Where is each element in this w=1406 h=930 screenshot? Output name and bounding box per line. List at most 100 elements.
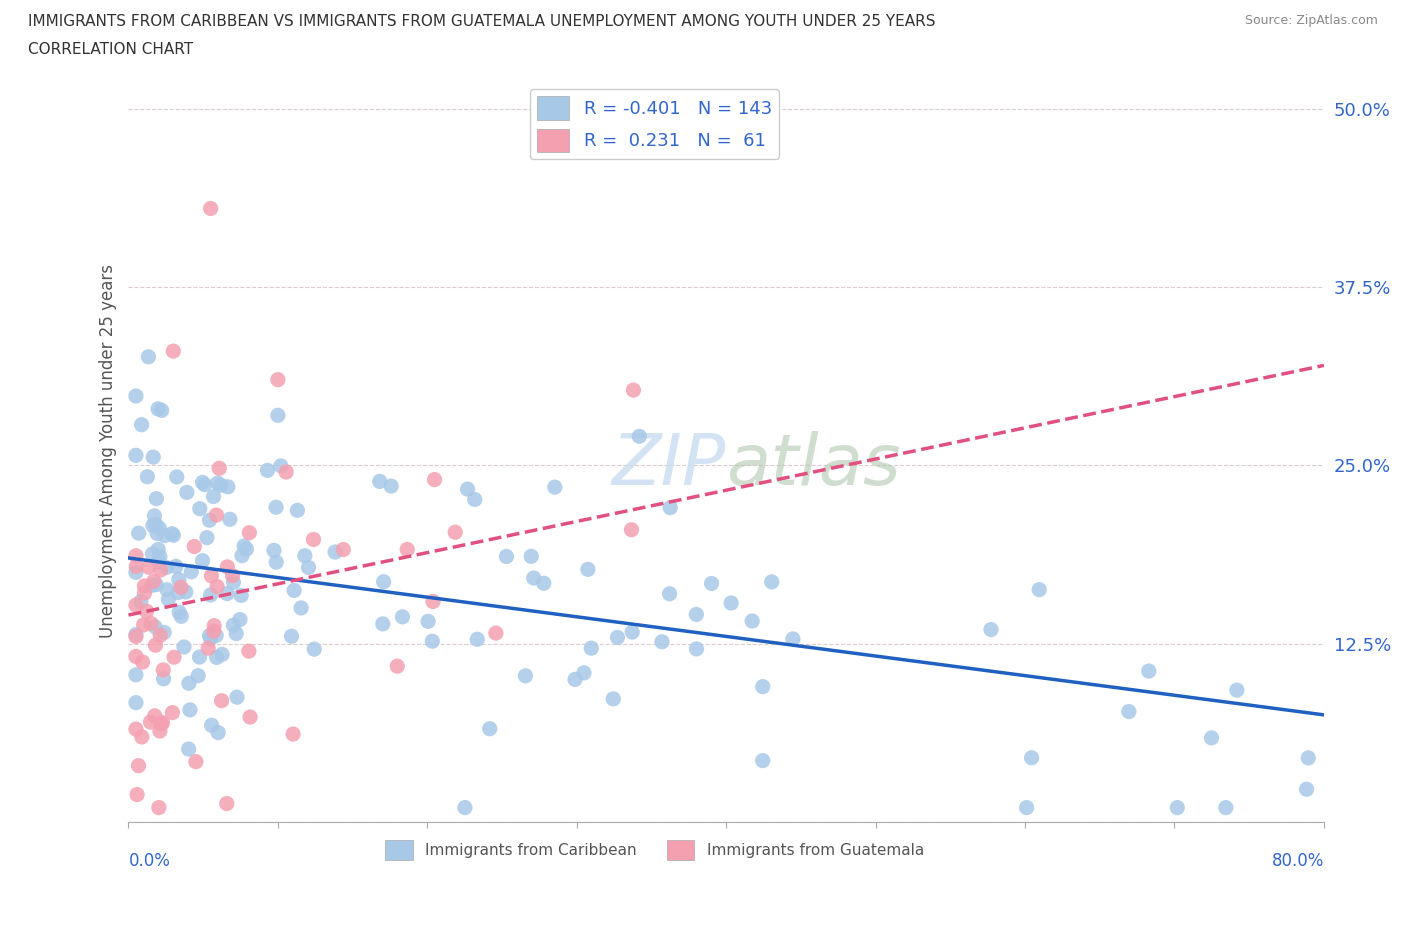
Point xyxy=(198,628,221,643)
Text: IMMIGRANTS FROM CARIBBEAN VS IMMIGRANTS FROM GUATEMALA UNEMPLOYMENT AMONG YOUTH : IMMIGRANTS FROM CARIBBEAN VS IMMIGRANTS … xyxy=(28,14,935,29)
Point xyxy=(150,717,173,732)
Point xyxy=(183,539,205,554)
Point xyxy=(371,617,394,631)
Point xyxy=(659,500,682,515)
Point xyxy=(211,693,233,708)
Point xyxy=(226,690,249,705)
Point xyxy=(125,695,148,710)
Point xyxy=(523,571,546,586)
Point xyxy=(142,518,165,533)
Point xyxy=(134,586,156,601)
Point xyxy=(167,604,190,619)
Point xyxy=(606,630,628,644)
Point xyxy=(980,622,1002,637)
Point xyxy=(478,722,501,737)
Point xyxy=(152,671,174,686)
Point xyxy=(465,631,488,646)
Point xyxy=(623,382,645,397)
Point xyxy=(215,796,238,811)
Point xyxy=(125,565,148,579)
Legend: Immigrants from Caribbean, Immigrants from Guatemala: Immigrants from Caribbean, Immigrants fr… xyxy=(378,834,929,866)
Point xyxy=(180,565,202,579)
Point xyxy=(142,450,165,465)
Point xyxy=(146,402,169,417)
Point xyxy=(368,474,391,489)
Point xyxy=(198,512,221,527)
Text: CORRELATION CHART: CORRELATION CHART xyxy=(28,42,193,57)
Point xyxy=(152,715,174,730)
Point xyxy=(564,671,586,686)
Text: 0.0%: 0.0% xyxy=(128,852,170,870)
Point xyxy=(148,800,170,815)
Point xyxy=(208,461,231,476)
Text: atlas: atlas xyxy=(725,432,901,500)
Point xyxy=(125,598,148,613)
Point xyxy=(420,633,443,648)
Point xyxy=(391,609,413,624)
Point xyxy=(628,429,651,444)
Point xyxy=(205,579,228,594)
Point xyxy=(148,554,170,569)
Point xyxy=(129,594,152,609)
Point xyxy=(148,521,170,536)
Point xyxy=(1296,751,1319,765)
Point xyxy=(1021,751,1043,765)
Point xyxy=(149,724,172,738)
Point xyxy=(1118,704,1140,719)
Point xyxy=(173,640,195,655)
Point xyxy=(231,548,253,563)
Point xyxy=(323,545,346,560)
Point xyxy=(131,729,153,744)
Point xyxy=(136,470,159,485)
Point xyxy=(149,550,172,565)
Point xyxy=(187,669,209,684)
Point xyxy=(167,572,190,587)
Point xyxy=(495,549,517,564)
Point xyxy=(263,543,285,558)
Point xyxy=(160,526,183,541)
Point xyxy=(464,492,486,507)
Point xyxy=(125,627,148,642)
Point xyxy=(782,631,804,646)
Point xyxy=(658,586,681,601)
Point xyxy=(143,619,166,634)
Text: ZIP: ZIP xyxy=(612,432,725,500)
Point xyxy=(1015,800,1038,815)
Point xyxy=(200,631,222,646)
Point xyxy=(256,463,278,478)
Point xyxy=(380,479,402,494)
Point xyxy=(135,604,157,618)
Point xyxy=(235,541,257,556)
Point xyxy=(264,499,287,514)
Point xyxy=(155,560,177,575)
Point xyxy=(751,753,773,768)
Point xyxy=(602,691,624,706)
Point xyxy=(396,542,419,557)
Text: Source: ZipAtlas.com: Source: ZipAtlas.com xyxy=(1244,14,1378,27)
Point xyxy=(217,479,239,494)
Point xyxy=(700,576,723,591)
Point xyxy=(176,485,198,499)
Point xyxy=(621,625,644,640)
Point xyxy=(205,650,228,665)
Point xyxy=(515,669,537,684)
Point xyxy=(138,350,160,365)
Point xyxy=(170,580,193,595)
Point xyxy=(231,588,253,603)
Point xyxy=(264,555,287,570)
Point xyxy=(188,501,211,516)
Point xyxy=(128,758,150,773)
Point xyxy=(194,477,217,492)
Point xyxy=(485,626,508,641)
Point xyxy=(205,508,228,523)
Point xyxy=(267,408,290,423)
Point xyxy=(125,389,148,404)
Point xyxy=(221,568,243,583)
Point xyxy=(225,626,247,641)
Point xyxy=(125,559,148,574)
Point xyxy=(297,560,319,575)
Point xyxy=(162,705,184,720)
Point xyxy=(200,201,222,216)
Point xyxy=(373,575,395,590)
Point xyxy=(125,668,148,683)
